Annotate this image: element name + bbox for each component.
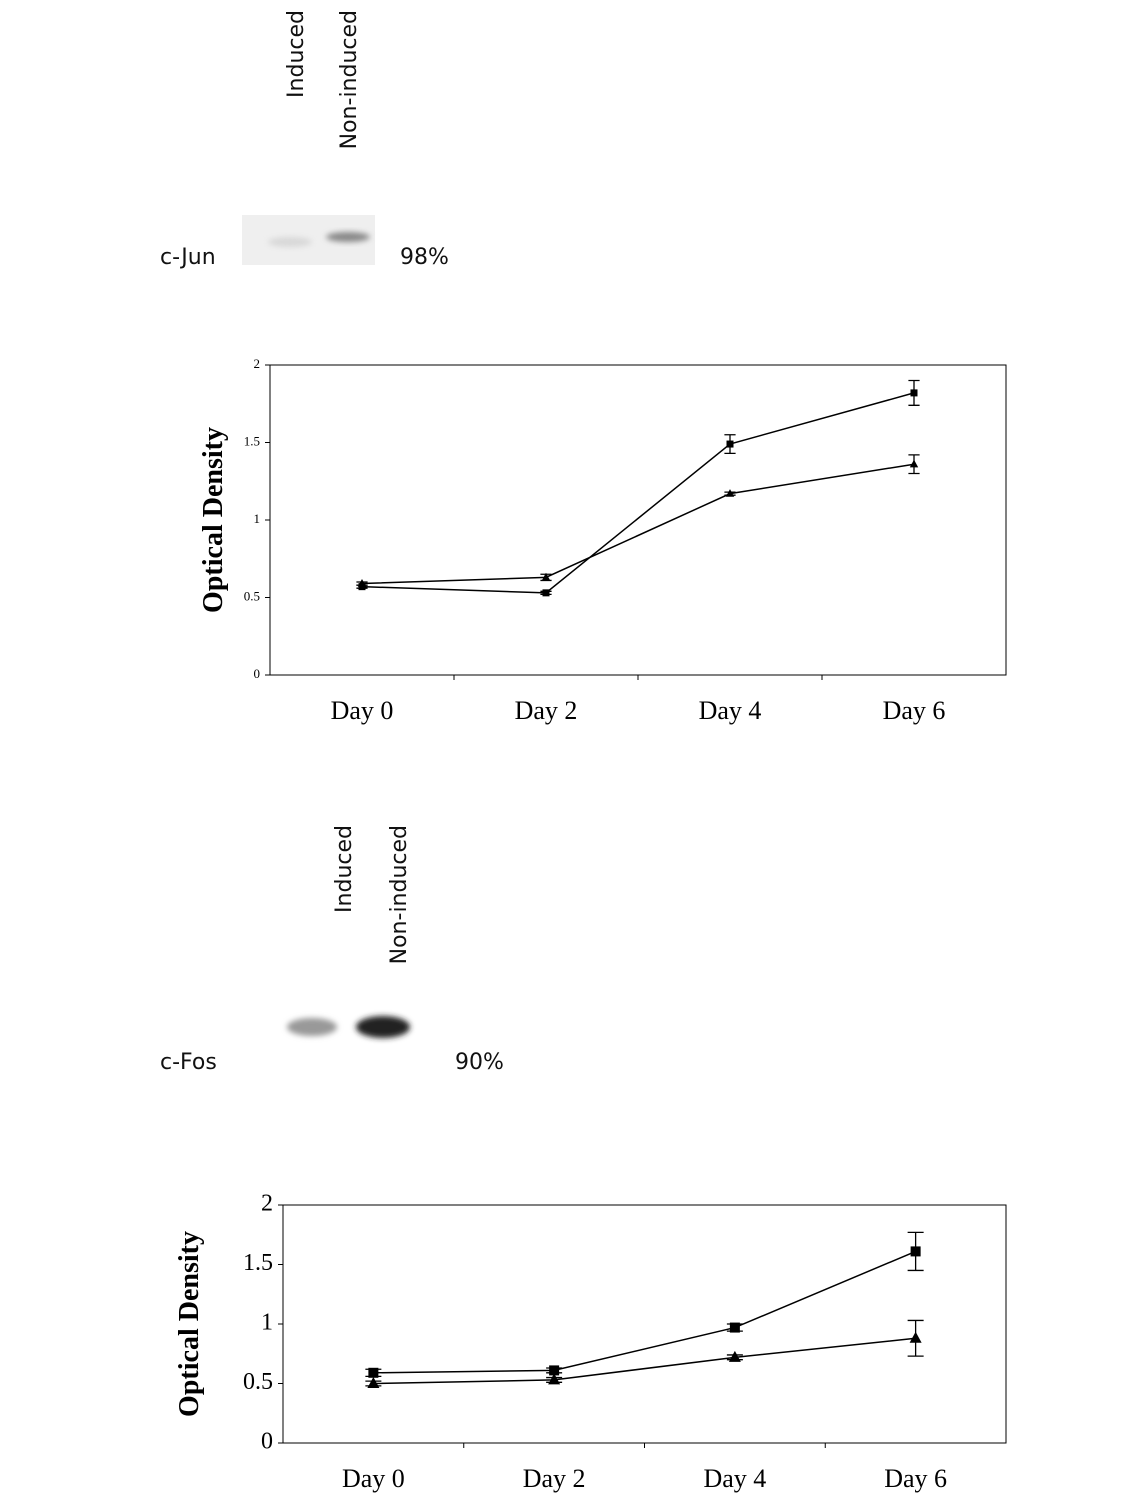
marker [368, 1367, 379, 1378]
plot-area [282, 1204, 1007, 1444]
lane-label: Non-induced [337, 10, 362, 149]
marker [909, 1331, 922, 1343]
y-tick-label: 0 [261, 1429, 273, 1455]
x-tick-label: Day 6 [884, 1464, 947, 1493]
x-tick-label: Day 4 [699, 696, 762, 725]
series-line [361, 392, 915, 594]
percent-label: 90% [455, 1050, 504, 1075]
y-tick-label: 1.5 [243, 1250, 273, 1276]
protein-label: c-Fos [160, 1050, 217, 1075]
blot-band [356, 1016, 410, 1038]
y-tick-label: 0.5 [244, 588, 260, 603]
marker [725, 489, 735, 497]
marker [910, 1246, 921, 1257]
marker [541, 572, 551, 581]
marker [367, 1377, 380, 1388]
y-tick-label: 0 [254, 666, 261, 681]
protein-label: c-Jun [160, 245, 216, 270]
marker [729, 1322, 740, 1333]
x-tick-label: Day 0 [342, 1464, 405, 1493]
plot-area [269, 364, 1007, 676]
lane-label: Non-induced [387, 825, 412, 964]
marker [910, 389, 918, 397]
x-tick-label: Day 4 [703, 1464, 766, 1493]
x-tick-label: Day 2 [523, 1464, 586, 1493]
x-tick-label: Day 6 [883, 696, 946, 725]
lane-label: Induced [332, 825, 357, 913]
marker [542, 589, 550, 597]
y-tick-label: 1.5 [244, 433, 260, 448]
percent-label: 98% [400, 245, 449, 270]
y-axis-label: Optical Density [174, 1231, 205, 1417]
blot-band [287, 1018, 337, 1036]
x-tick-label: Day 0 [331, 696, 394, 725]
series-line [373, 1337, 916, 1385]
y-axis-label: Optical Density [198, 427, 229, 613]
series-line [373, 1250, 916, 1374]
y-tick-label: 2 [254, 356, 261, 371]
marker [728, 1350, 741, 1362]
marker [909, 459, 919, 468]
marker [548, 1373, 561, 1385]
marker [357, 579, 367, 587]
lane-label: Induced [284, 10, 309, 98]
y-tick-label: 1 [261, 1310, 273, 1336]
marker [549, 1365, 560, 1376]
blot-band [326, 232, 370, 242]
blot-band [268, 237, 312, 247]
y-tick-label: 2 [261, 1191, 273, 1217]
y-tick-label: 1 [254, 511, 261, 526]
marker [726, 440, 734, 448]
series-line [361, 463, 915, 585]
y-tick-label: 0.5 [243, 1369, 273, 1395]
x-tick-label: Day 2 [515, 696, 578, 725]
